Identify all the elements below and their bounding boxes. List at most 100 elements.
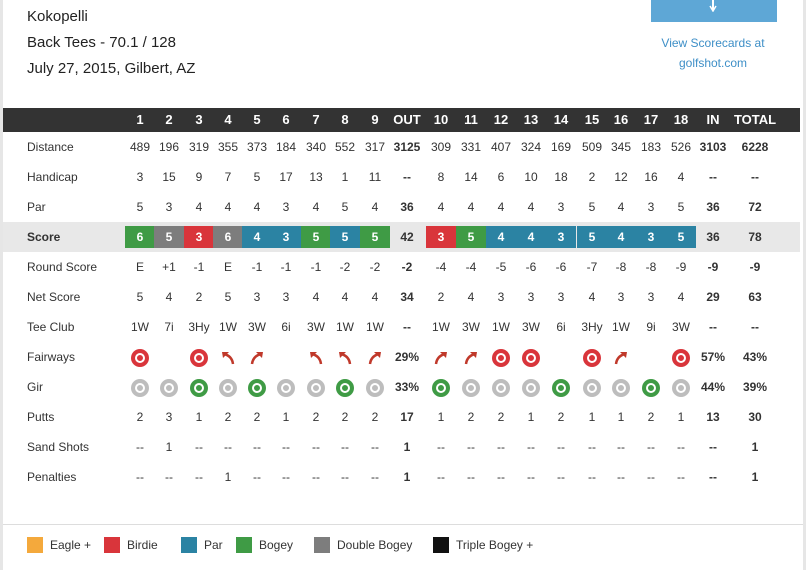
fairways-total: 57% [700,350,726,364]
view-scorecards-line1: View Scorecards at [661,36,765,50]
round-score-cell: -5 [495,260,507,274]
legend-divider [3,524,803,525]
gir-miss-icon [277,378,295,397]
penalties-cell: 1 [224,470,232,484]
net-score-cell: 4 [677,290,685,304]
row-label: Fairways [27,350,76,364]
putts-cell: 2 [341,410,349,424]
net-score-total: 34 [400,290,414,304]
fairways-cell [127,342,153,372]
column-header-1: 1 [136,112,144,127]
round-score-cell: -1 [193,260,205,274]
golfshot-banner-button[interactable] [651,0,777,22]
sand-shots-cell: -- [647,440,655,454]
gir-cell [638,372,664,402]
putts-cell: 2 [497,410,505,424]
column-header-18: 18 [673,112,689,127]
distance-cell: 552 [334,140,356,154]
par-cell: 4 [253,200,261,214]
net-score-cell: 3 [527,290,535,304]
fairways-cell-empty [548,342,574,372]
view-scorecards-line2: golfshot.com [678,56,748,70]
column-header-12: 12 [493,112,509,127]
tee-club-cell: 1W [219,320,237,334]
fairway-hit-icon [672,348,690,367]
gir-miss-icon [612,378,630,397]
par-cell: 4 [527,200,535,214]
distance-cell: 331 [460,140,482,154]
column-header-3: 3 [195,112,203,127]
handicap-total: -- [403,170,411,184]
miss-right-arrow-icon [614,351,627,365]
tee-club-cell: 3W [672,320,690,334]
gir-cell [362,372,388,402]
par-cell: 3 [557,200,565,214]
sand-shots-cell: -- [588,440,596,454]
par-cell: 4 [617,200,625,214]
column-header-9: 9 [371,112,379,127]
score-cell-par: 4 [606,226,636,248]
gir-miss-icon [672,378,690,397]
row-label: Penalties [27,470,77,484]
column-header-2: 2 [165,112,173,127]
miss-right-arrow-icon [368,351,381,365]
score-cell-bogey: 5 [360,226,390,248]
row-round-score: Round Score E +1 -1 E -1 -1 -1 -2 -2 -2 -4 -4 -5 -6 -6 -… [3,252,800,282]
penalties-cell: -- [253,470,261,484]
par-total: 36 [400,200,414,214]
column-header-14: 14 [553,112,569,127]
fairway-hit-icon [492,348,510,367]
gir-cell [488,372,514,402]
column-header-7: 7 [312,112,320,127]
miss-right-arrow-icon [434,351,447,365]
handicap-cell: 1 [341,170,349,184]
gir-miss-icon [583,378,601,397]
sand-shots-cell: 1 [165,440,173,454]
fairways-cell [303,342,329,372]
handicap-total: -- [709,170,717,184]
gir-hit-icon [552,378,570,397]
legend-label: Bogey [259,538,294,552]
par-cell: 3 [647,200,655,214]
score-cell-double: 6 [213,226,243,248]
round-score-cell: E [135,260,144,274]
penalties-cell: -- [557,470,565,484]
net-score-cell: 5 [136,290,144,304]
sand-shots-total: 1 [403,440,411,454]
sand-shots-cell: -- [437,440,445,454]
sand-shots-cell: -- [253,440,261,454]
row-label: Par [27,200,46,214]
distance-cell: 489 [129,140,151,154]
fairways-cell-empty [638,342,664,372]
net-score-cell: 2 [195,290,203,304]
column-header-11: 11 [464,112,478,127]
column-header-in: IN [706,112,720,127]
putts-total: 17 [400,410,414,424]
fairways-cell [428,342,454,372]
miss-left-arrow-icon [310,351,323,365]
gir-hit-icon [336,378,354,397]
row-label: Score [27,230,61,244]
par-cell: 5 [588,200,596,214]
view-scorecards-link[interactable]: View Scorecards at golfshot.com [653,33,773,73]
net-score-cell: 4 [341,290,349,304]
penalties-cell: -- [467,470,475,484]
legend-swatch [27,537,43,553]
tee-club-cell: 1W [366,320,384,334]
net-score-cell: 3 [617,290,625,304]
distance-total: 3103 [699,140,727,154]
fairways-cell [608,342,634,372]
row-putts: Putts 2 3 1 2 2 1 2 2 2 17 1 2 2 1 2 1 1 2 1 13 30 [3,402,800,432]
fairways-total: 43% [742,350,768,364]
miss-right-arrow-icon [464,351,477,365]
net-score-cell: 4 [467,290,475,304]
left-border [0,0,3,570]
fairways-cell [518,342,544,372]
putts-cell: 3 [165,410,173,424]
par-cell: 4 [497,200,505,214]
round-score-cell: -1 [310,260,322,274]
handicap-cell: 17 [279,170,293,184]
par-cell: 5 [677,200,685,214]
distance-cell: 317 [364,140,386,154]
row-label: Distance [27,140,74,154]
